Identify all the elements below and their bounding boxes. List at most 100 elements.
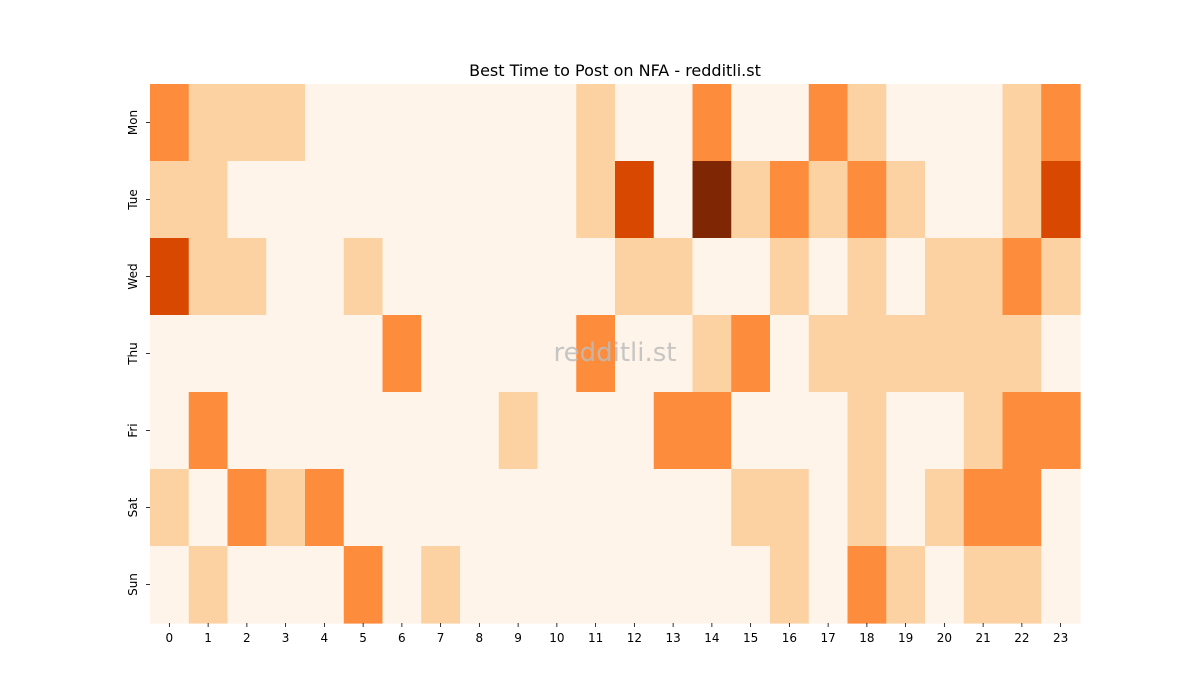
- x-tick-label: 20: [937, 631, 952, 645]
- heatmap-cell-Tue-18: [847, 161, 887, 239]
- x-tick-label: 18: [859, 631, 874, 645]
- heatmap-cell-Tue-4: [305, 161, 345, 239]
- heatmap-cell-Tue-14: [692, 161, 732, 239]
- heatmap-cell-Thu-0: [150, 315, 190, 393]
- heatmap-cell-Fri-13: [653, 392, 694, 470]
- heatmap-cell-Wed-19: [886, 238, 926, 316]
- heatmap-cell-Mon-1: [188, 84, 229, 162]
- heatmap-cell-Fri-0: [150, 392, 190, 470]
- heatmap-cell-Wed-15: [731, 238, 771, 316]
- heatmap-cell-Mon-11: [576, 84, 616, 162]
- heatmap-cell-Fri-10: [537, 392, 577, 470]
- heatmap-cell-Fri-19: [886, 392, 926, 470]
- heatmap-cell-Thu-1: [188, 315, 229, 393]
- x-tick-label: 5: [359, 631, 367, 645]
- x-tick-label: 4: [321, 631, 329, 645]
- heatmap-cell-Sat-10: [537, 469, 577, 547]
- heatmap-cell-Wed-2: [227, 238, 267, 316]
- heatmap-cell-Mon-10: [537, 84, 577, 162]
- heatmap-cell-Mon-13: [653, 84, 694, 162]
- heatmap-cell-Thu-11: [576, 315, 616, 393]
- heatmap-cell-Mon-19: [886, 84, 926, 162]
- x-tick-label: 8: [476, 631, 484, 645]
- heatmap-cell-Sun-4: [305, 546, 345, 624]
- y-tick-label: Sat: [126, 497, 140, 517]
- heatmap-cell-Thu-13: [653, 315, 694, 393]
- heatmap-cell-Tue-10: [537, 161, 577, 239]
- heatmap-cell-Fri-20: [925, 392, 965, 470]
- x-tick-label: 1: [204, 631, 212, 645]
- heatmap-cell-Sat-0: [150, 469, 190, 547]
- heatmap-cell-Thu-2: [227, 315, 267, 393]
- heatmap-cell-Thu-17: [808, 315, 849, 393]
- heatmap-cell-Tue-17: [808, 161, 849, 239]
- heatmap-cell-Fri-7: [421, 392, 461, 470]
- heatmap-cell-Wed-21: [963, 238, 1004, 316]
- x-tick-label: 16: [782, 631, 797, 645]
- heatmap-cell-Mon-22: [1002, 84, 1042, 162]
- heatmap-cell-Sun-6: [382, 546, 422, 624]
- heatmap-cell-Sat-3: [266, 469, 306, 547]
- heatmap-cell-Tue-9: [498, 161, 539, 239]
- y-tick-label: Wed: [126, 263, 140, 289]
- heatmap-cell-Mon-17: [808, 84, 849, 162]
- heatmap-cell-Mon-8: [460, 84, 500, 162]
- heatmap-cell-Wed-5: [343, 238, 384, 316]
- heatmap-cell-Wed-22: [1002, 238, 1042, 316]
- heatmap-cell-Fri-15: [731, 392, 771, 470]
- heatmap-cell-Sun-1: [188, 546, 229, 624]
- heatmap-cell-Wed-9: [498, 238, 539, 316]
- heatmap-cell-Mon-5: [343, 84, 384, 162]
- heatmap-cell-Thu-8: [460, 315, 500, 393]
- x-tick-label: 15: [743, 631, 758, 645]
- heatmap-cell-Sat-8: [460, 469, 500, 547]
- heatmap-cell-Wed-18: [847, 238, 887, 316]
- heatmap-cell-Tue-13: [653, 161, 694, 239]
- heatmap-cell-Sat-19: [886, 469, 926, 547]
- heatmap-cell-Tue-16: [770, 161, 810, 239]
- heatmap-cell-Sun-23: [1041, 546, 1081, 624]
- heatmap-cell-Tue-5: [343, 161, 384, 239]
- heatmap-cell-Sun-21: [963, 546, 1004, 624]
- heatmap-cell-Sat-20: [925, 469, 965, 547]
- heatmap-cell-Wed-3: [266, 238, 306, 316]
- x-tick-label: 7: [437, 631, 445, 645]
- heatmap-cell-Wed-17: [808, 238, 849, 316]
- heatmap-cell-Mon-0: [150, 84, 190, 162]
- heatmap-cell-Fri-23: [1041, 392, 1081, 470]
- heatmap-cell-Mon-6: [382, 84, 422, 162]
- heatmap-cell-Sat-16: [770, 469, 810, 547]
- heatmap-cell-Sat-4: [305, 469, 345, 547]
- heatmap-cell-Thu-4: [305, 315, 345, 393]
- x-tick-label: 21: [975, 631, 990, 645]
- x-tick-label: 12: [627, 631, 642, 645]
- watermark: redditli.st: [554, 338, 677, 368]
- heatmap-cell-Thu-21: [963, 315, 1004, 393]
- heatmap-cell-Thu-19: [886, 315, 926, 393]
- x-tick-label: 19: [898, 631, 913, 645]
- heatmap-cell-Thu-20: [925, 315, 965, 393]
- heatmap-cell-Tue-23: [1041, 161, 1081, 239]
- heatmap-cell-Wed-11: [576, 238, 616, 316]
- heatmap-cell-Mon-23: [1041, 84, 1081, 162]
- x-tick-label: 22: [1014, 631, 1029, 645]
- heatmap-cell-Wed-6: [382, 238, 422, 316]
- heatmap-cell-Tue-21: [963, 161, 1004, 239]
- heatmap-cell-Tue-20: [925, 161, 965, 239]
- heatmap-cell-Sun-5: [343, 546, 384, 624]
- y-tick-label: Sun: [126, 573, 140, 596]
- heatmap-cell-Thu-22: [1002, 315, 1042, 393]
- heatmap-cell-Wed-7: [421, 238, 461, 316]
- heatmap-cell-Sat-22: [1002, 469, 1042, 547]
- heatmap-cell-Tue-8: [460, 161, 500, 239]
- heatmap-cell-Mon-9: [498, 84, 539, 162]
- heatmap-cell-Sat-21: [963, 469, 1004, 547]
- heatmap-cell-Sat-18: [847, 469, 887, 547]
- heatmap-cell-Fri-16: [770, 392, 810, 470]
- heatmap-cell-Wed-13: [653, 238, 694, 316]
- heatmap-cell-Wed-16: [770, 238, 810, 316]
- heatmap-cell-Fri-2: [227, 392, 267, 470]
- heatmap-cell-Fri-17: [808, 392, 849, 470]
- heatmap-cell-Fri-1: [188, 392, 229, 470]
- x-tick-label: 6: [398, 631, 406, 645]
